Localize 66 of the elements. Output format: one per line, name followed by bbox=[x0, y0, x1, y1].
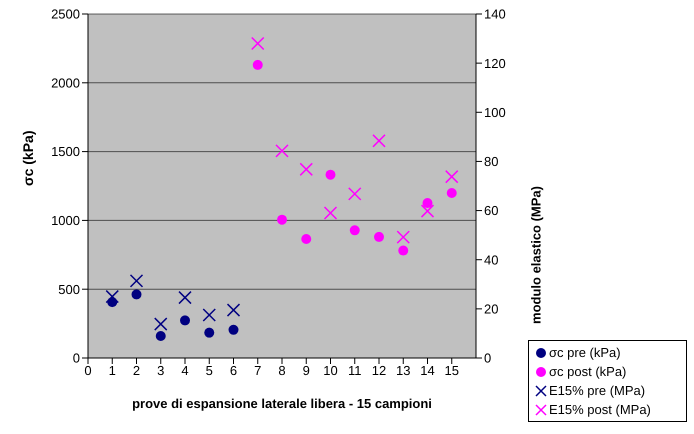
point bbox=[277, 214, 287, 225]
y-tick-label: 500 bbox=[58, 282, 80, 297]
point bbox=[301, 234, 312, 244]
x-tick-label: 5 bbox=[206, 363, 213, 378]
y2-tick-label: 20 bbox=[484, 301, 498, 316]
point bbox=[300, 162, 313, 176]
x-tick-label: 13 bbox=[396, 363, 410, 378]
y-axis-title: σc (kPa) bbox=[20, 130, 36, 186]
point bbox=[275, 144, 289, 158]
point bbox=[348, 187, 362, 201]
x-tick-label: 6 bbox=[230, 363, 238, 378]
y-tick-label: 1500 bbox=[51, 144, 80, 160]
x-tick-label: 1 bbox=[108, 363, 116, 378]
x-tick-label: 14 bbox=[420, 363, 435, 378]
point bbox=[251, 36, 264, 50]
point bbox=[202, 308, 216, 322]
point bbox=[156, 330, 166, 341]
y2-axis-title: modulo elastico (MPa) bbox=[528, 186, 544, 324]
point bbox=[324, 206, 338, 220]
point bbox=[396, 230, 410, 244]
y2-tick-label: 60 bbox=[484, 203, 498, 218]
point bbox=[326, 170, 336, 180]
point bbox=[178, 290, 192, 304]
point bbox=[422, 198, 432, 208]
x-tick-label: 3 bbox=[157, 363, 164, 378]
x-tick-label: 12 bbox=[372, 363, 386, 378]
x-tick-label: 2 bbox=[132, 363, 140, 378]
point bbox=[350, 225, 360, 236]
legend-label: E15% post (MPa) bbox=[549, 402, 651, 417]
y2-tick-label: 100 bbox=[484, 104, 506, 120]
x-tick-label: 15 bbox=[444, 363, 459, 378]
y2-tick-label: 40 bbox=[484, 252, 498, 268]
point bbox=[130, 274, 144, 288]
legend-label: σc post (kPa) bbox=[549, 364, 626, 379]
y2-tick-label: 140 bbox=[484, 6, 506, 22]
x-tick-label: 4 bbox=[181, 363, 189, 378]
y-tick-label: 2500 bbox=[51, 6, 80, 22]
y-tick-label: 0 bbox=[72, 350, 80, 366]
point bbox=[446, 188, 457, 198]
legend-label: σc pre (kPa) bbox=[549, 345, 621, 360]
x-tick-label: 8 bbox=[278, 363, 286, 378]
x-tick-label: 0 bbox=[84, 363, 92, 378]
point bbox=[252, 60, 263, 70]
y2-tick-label: 0 bbox=[484, 350, 492, 366]
y2-tick-label: 80 bbox=[484, 154, 498, 170]
point bbox=[106, 290, 119, 304]
point bbox=[132, 289, 142, 300]
y-tick-label: 1000 bbox=[51, 213, 80, 228]
point bbox=[372, 134, 386, 148]
y-tick-label: 2000 bbox=[51, 75, 80, 90]
x-tick-label: 7 bbox=[254, 363, 262, 378]
point bbox=[398, 246, 408, 256]
point bbox=[445, 170, 458, 184]
x-axis-title: prove di espansione laterale libera - 15 campioni bbox=[132, 396, 432, 411]
point bbox=[180, 315, 190, 326]
x-tick-label: 11 bbox=[348, 363, 362, 378]
point bbox=[420, 204, 434, 218]
x-tick-label: 10 bbox=[323, 363, 338, 378]
point bbox=[374, 232, 384, 242]
point bbox=[204, 328, 214, 338]
x-tick-label: 9 bbox=[302, 363, 310, 378]
point bbox=[154, 317, 168, 331]
y2-tick-label: 120 bbox=[484, 56, 506, 71]
point bbox=[228, 324, 238, 335]
point bbox=[226, 303, 240, 317]
legend-label: E15% pre (MPa) bbox=[549, 383, 646, 398]
